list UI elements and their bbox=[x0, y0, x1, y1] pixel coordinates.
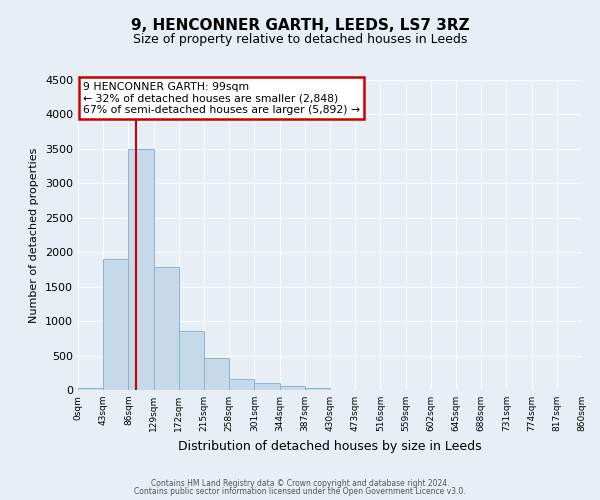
Bar bbox=[254, 384, 280, 390]
Bar bbox=[305, 388, 330, 390]
Bar bbox=[280, 386, 305, 390]
Text: Contains public sector information licensed under the Open Government Licence v3: Contains public sector information licen… bbox=[134, 487, 466, 496]
Bar bbox=[229, 378, 254, 390]
Text: Contains HM Land Registry data © Crown copyright and database right 2024.: Contains HM Land Registry data © Crown c… bbox=[151, 478, 449, 488]
Text: 9, HENCONNER GARTH, LEEDS, LS7 3RZ: 9, HENCONNER GARTH, LEEDS, LS7 3RZ bbox=[131, 18, 469, 32]
Bar bbox=[78, 388, 103, 390]
Text: 9 HENCONNER GARTH: 99sqm
← 32% of detached houses are smaller (2,848)
67% of sem: 9 HENCONNER GARTH: 99sqm ← 32% of detach… bbox=[83, 82, 360, 115]
Bar bbox=[103, 259, 128, 390]
Bar bbox=[154, 268, 179, 390]
Y-axis label: Number of detached properties: Number of detached properties bbox=[29, 148, 40, 322]
Bar bbox=[179, 332, 204, 390]
Bar bbox=[204, 358, 229, 390]
Bar bbox=[128, 149, 154, 390]
X-axis label: Distribution of detached houses by size in Leeds: Distribution of detached houses by size … bbox=[178, 440, 482, 452]
Text: Size of property relative to detached houses in Leeds: Size of property relative to detached ho… bbox=[133, 32, 467, 46]
